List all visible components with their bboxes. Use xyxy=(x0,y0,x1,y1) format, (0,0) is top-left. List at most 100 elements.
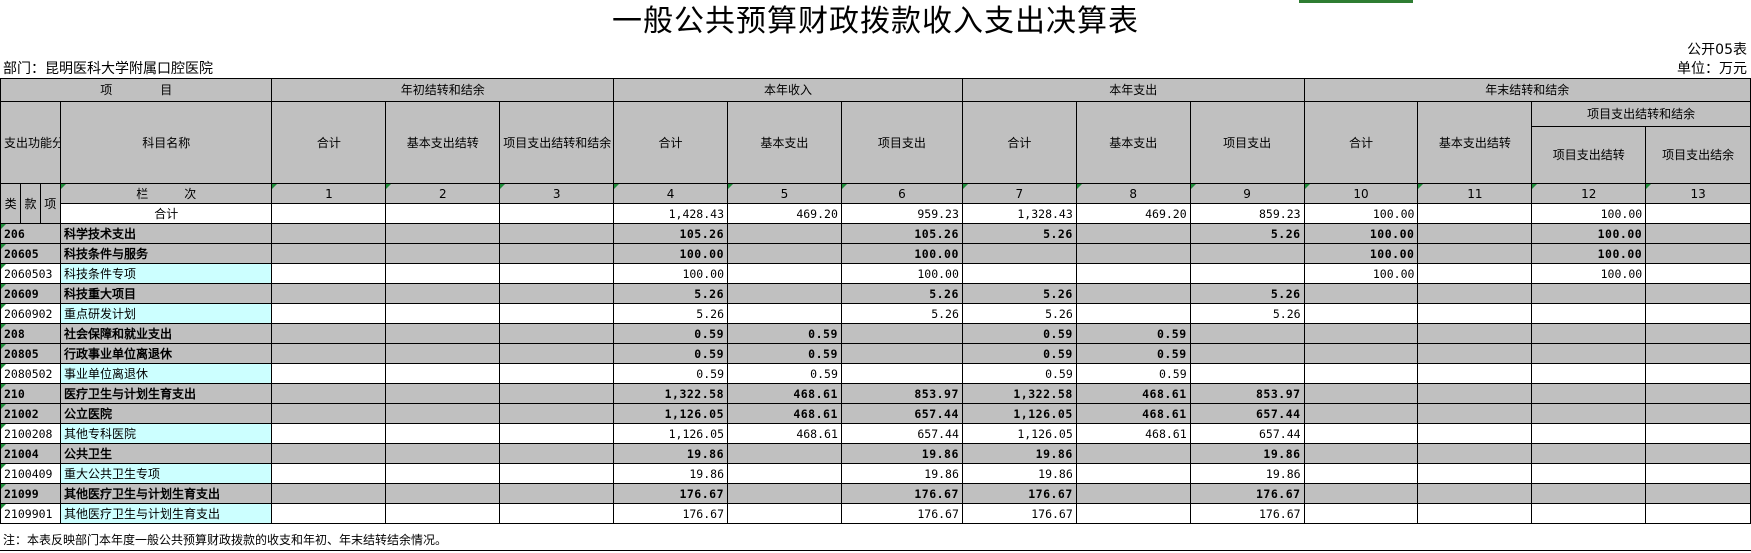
value-cell[interactable] xyxy=(499,483,615,504)
value-cell[interactable] xyxy=(1303,323,1419,344)
subject-name-cell[interactable]: 公共卫生 xyxy=(59,443,273,464)
value-cell[interactable] xyxy=(1531,463,1647,484)
value-cell[interactable]: 105.26 xyxy=(840,223,963,244)
value-cell[interactable]: 0.59 xyxy=(613,323,728,344)
value-cell[interactable] xyxy=(1645,383,1751,404)
value-cell[interactable] xyxy=(1075,243,1191,264)
subject-code-cell[interactable]: 20609 xyxy=(0,283,61,304)
value-cell[interactable]: 19.86 xyxy=(961,443,1077,464)
value-cell[interactable] xyxy=(499,463,615,484)
subject-name-cell[interactable]: 行政事业单位离退休 xyxy=(59,343,273,364)
subject-code-cell[interactable]: 20805 xyxy=(0,343,61,364)
subject-name-cell[interactable]: 社会保障和就业支出 xyxy=(59,323,273,344)
value-cell[interactable]: 100.00 xyxy=(1531,263,1647,284)
value-cell[interactable]: 5.26 xyxy=(613,283,728,304)
value-cell[interactable]: 19.86 xyxy=(840,463,963,484)
total-value-cell[interactable] xyxy=(1645,203,1751,224)
value-cell[interactable]: 100.00 xyxy=(840,263,963,284)
value-cell[interactable] xyxy=(1645,343,1751,364)
value-cell[interactable]: 176.67 xyxy=(613,483,728,504)
value-cell[interactable] xyxy=(1303,363,1419,384)
value-cell[interactable] xyxy=(1303,283,1419,304)
value-cell[interactable] xyxy=(1417,343,1533,364)
value-cell[interactable] xyxy=(271,323,387,344)
value-cell[interactable] xyxy=(385,483,501,504)
value-cell[interactable]: 657.44 xyxy=(1189,403,1305,424)
value-cell[interactable] xyxy=(1645,463,1751,484)
value-cell[interactable]: 0.59 xyxy=(1075,323,1191,344)
subject-name-cell[interactable]: 重大公共卫生专项 xyxy=(59,463,273,484)
value-cell[interactable]: 100.00 xyxy=(613,263,728,284)
value-cell[interactable] xyxy=(271,223,387,244)
value-cell[interactable] xyxy=(727,483,842,504)
value-cell[interactable] xyxy=(1531,503,1647,524)
value-cell[interactable]: 0.59 xyxy=(961,363,1077,384)
total-value-cell[interactable]: 469.20 xyxy=(1075,203,1191,224)
value-cell[interactable]: 5.26 xyxy=(840,283,963,304)
value-cell[interactable]: 100.00 xyxy=(1531,243,1647,264)
value-cell[interactable] xyxy=(1075,443,1191,464)
value-cell[interactable] xyxy=(1531,363,1647,384)
subject-name-cell[interactable]: 其他医疗卫生与计划生育支出 xyxy=(59,483,273,504)
subject-name-cell[interactable]: 医疗卫生与计划生育支出 xyxy=(59,383,273,404)
value-cell[interactable] xyxy=(1417,223,1533,244)
value-cell[interactable] xyxy=(727,223,842,244)
value-cell[interactable] xyxy=(1645,403,1751,424)
value-cell[interactable] xyxy=(1531,303,1647,324)
value-cell[interactable] xyxy=(385,343,501,364)
value-cell[interactable] xyxy=(1075,223,1191,244)
value-cell[interactable] xyxy=(1645,283,1751,304)
value-cell[interactable] xyxy=(1645,263,1751,284)
value-cell[interactable]: 5.26 xyxy=(840,303,963,324)
subject-name-cell[interactable]: 其他医疗卫生与计划生育支出 xyxy=(59,503,273,524)
value-cell[interactable] xyxy=(1303,403,1419,424)
value-cell[interactable]: 176.67 xyxy=(961,503,1077,524)
value-cell[interactable]: 0.59 xyxy=(613,363,728,384)
value-cell[interactable] xyxy=(385,223,501,244)
value-cell[interactable]: 468.61 xyxy=(727,403,842,424)
value-cell[interactable]: 100.00 xyxy=(840,243,963,264)
subject-code-cell[interactable]: 21099 xyxy=(0,483,61,504)
value-cell[interactable] xyxy=(271,483,387,504)
value-cell[interactable] xyxy=(727,443,842,464)
value-cell[interactable] xyxy=(1075,483,1191,504)
subject-code-cell[interactable]: 2060902 xyxy=(0,303,61,324)
subject-name-cell[interactable]: 事业单位离退休 xyxy=(59,363,273,384)
value-cell[interactable] xyxy=(1189,343,1305,364)
value-cell[interactable] xyxy=(1075,463,1191,484)
value-cell[interactable]: 657.44 xyxy=(840,403,963,424)
value-cell[interactable]: 176.67 xyxy=(961,483,1077,504)
value-cell[interactable]: 1,126.05 xyxy=(961,423,1077,444)
value-cell[interactable] xyxy=(271,343,387,364)
value-cell[interactable] xyxy=(385,283,501,304)
value-cell[interactable] xyxy=(271,263,387,284)
value-cell[interactable] xyxy=(1531,403,1647,424)
subject-name-cell[interactable]: 科学技术支出 xyxy=(59,223,273,244)
value-cell[interactable]: 468.61 xyxy=(1075,383,1191,404)
value-cell[interactable]: 0.59 xyxy=(613,343,728,364)
value-cell[interactable] xyxy=(1075,503,1191,524)
value-cell[interactable]: 0.59 xyxy=(961,343,1077,364)
value-cell[interactable] xyxy=(1417,323,1533,344)
value-cell[interactable]: 0.59 xyxy=(727,343,842,364)
value-cell[interactable] xyxy=(499,363,615,384)
value-cell[interactable]: 176.67 xyxy=(1189,483,1305,504)
value-cell[interactable] xyxy=(840,343,963,364)
total-value-cell[interactable]: 100.00 xyxy=(1531,203,1647,224)
value-cell[interactable]: 853.97 xyxy=(1189,383,1305,404)
value-cell[interactable]: 1,322.58 xyxy=(961,383,1077,404)
value-cell[interactable] xyxy=(1531,343,1647,364)
value-cell[interactable]: 468.61 xyxy=(727,383,842,404)
value-cell[interactable] xyxy=(271,403,387,424)
value-cell[interactable] xyxy=(1417,383,1533,404)
value-cell[interactable]: 468.61 xyxy=(1075,403,1191,424)
value-cell[interactable]: 105.26 xyxy=(613,223,728,244)
value-cell[interactable] xyxy=(271,303,387,324)
value-cell[interactable] xyxy=(1303,503,1419,524)
value-cell[interactable] xyxy=(1303,343,1419,364)
value-cell[interactable] xyxy=(1303,443,1419,464)
subject-code-cell[interactable]: 210 xyxy=(0,383,61,404)
value-cell[interactable]: 5.26 xyxy=(613,303,728,324)
value-cell[interactable] xyxy=(727,243,842,264)
value-cell[interactable] xyxy=(1417,363,1533,384)
